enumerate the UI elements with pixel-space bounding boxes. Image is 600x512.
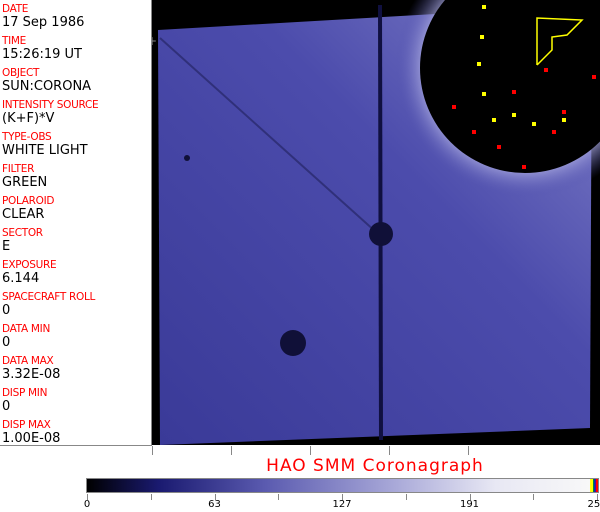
- field-value: 0: [2, 303, 11, 318]
- field-value: 3.32E-08: [2, 367, 61, 382]
- field-date: DATE 17 Sep 1986: [0, 0, 151, 32]
- colorbar-tick: [214, 494, 216, 500]
- field-value: (K+F)*V: [2, 111, 55, 126]
- dark-spot: [280, 330, 306, 356]
- field-label: DATA MIN: [2, 323, 50, 335]
- field-filter: FILTER GREEN: [0, 160, 151, 192]
- field-value: GREEN: [2, 175, 48, 190]
- field-label: INTENSITY SOURCE: [2, 99, 99, 111]
- field-polaroid: POLAROID CLEAR: [0, 192, 151, 224]
- colorbar-tick: [405, 494, 407, 500]
- field-spacecraft-roll: SPACECRAFT ROLL 0: [0, 288, 151, 320]
- colorbar: [86, 478, 599, 493]
- field-exposure: EXPOSURE 6.144: [0, 256, 151, 288]
- field-value: 1.00E-08: [2, 431, 61, 446]
- field-label: DISP MAX: [2, 419, 51, 431]
- colorbar-tick-label: 191: [459, 499, 480, 510]
- title: HAO SMM Coronagraph: [266, 456, 484, 476]
- field-label: SECTOR: [2, 227, 43, 239]
- field-disp-min: DISP MIN 0: [0, 384, 151, 416]
- field-value: 6.144: [2, 271, 40, 286]
- colorbar-tick: [597, 494, 598, 500]
- field-label: DISP MIN: [2, 387, 48, 399]
- field-value: 15:26:19 UT: [2, 47, 82, 62]
- colorbar-tick-label: 127: [332, 499, 352, 510]
- field-time: TIME 15:26:19 UT: [0, 32, 151, 64]
- field-type-obs: TYPE-OBS WHITE LIGHT: [0, 128, 151, 160]
- field-value: 17 Sep 1986: [2, 15, 85, 30]
- field-value: E: [2, 239, 11, 254]
- colorbar-tick-label: 255: [587, 499, 600, 510]
- field-value: CLEAR: [2, 207, 45, 222]
- field-value: 0: [2, 335, 11, 350]
- field-label: FILTER: [2, 163, 35, 175]
- header-info-panel: DATE 17 Sep 1986 TIME 15:26:19 UT OBJECT SUN:…: [0, 0, 152, 446]
- field-label: EXPOSURE: [2, 259, 57, 271]
- field-value: 0: [2, 399, 11, 414]
- field-intensity-source: INTENSITY SOURCE (K+F)*V: [0, 96, 151, 128]
- field-label: TIME: [2, 35, 27, 47]
- coronagraph-image: +: [152, 0, 600, 445]
- colorbar-tick: [533, 494, 535, 500]
- field-data-min: DATA MIN 0: [0, 320, 151, 352]
- colorbar-tick: [150, 494, 152, 500]
- field-label: TYPE-OBS: [2, 131, 52, 143]
- field-data-max: DATA MAX 3.32E-08: [0, 352, 151, 384]
- field-object: OBJECT SUN:CORONA: [0, 64, 151, 96]
- field-label: OBJECT: [2, 67, 40, 79]
- field-disp-max: DISP MAX 1.00E-08: [0, 416, 151, 448]
- field-label: DATE: [2, 3, 29, 15]
- field-label: SPACECRAFT ROLL: [2, 291, 96, 303]
- colorbar-tick: [278, 494, 280, 500]
- occulter-disk: [420, 0, 600, 173]
- colorbar-tick: [469, 494, 471, 500]
- svg-text:+: +: [152, 34, 157, 48]
- field-sector: SECTOR E: [0, 224, 151, 256]
- colorbar-tick-label: 0: [83, 499, 91, 510]
- colorbar-tick: [342, 494, 343, 500]
- field-label: DATA MAX: [2, 355, 54, 367]
- colorbar-tick-label: 63: [208, 499, 221, 510]
- colorbar-tick: [87, 494, 88, 500]
- field-label: POLAROID: [2, 195, 55, 207]
- field-value: WHITE LIGHT: [2, 143, 88, 158]
- field-value: SUN:CORONA: [2, 79, 92, 94]
